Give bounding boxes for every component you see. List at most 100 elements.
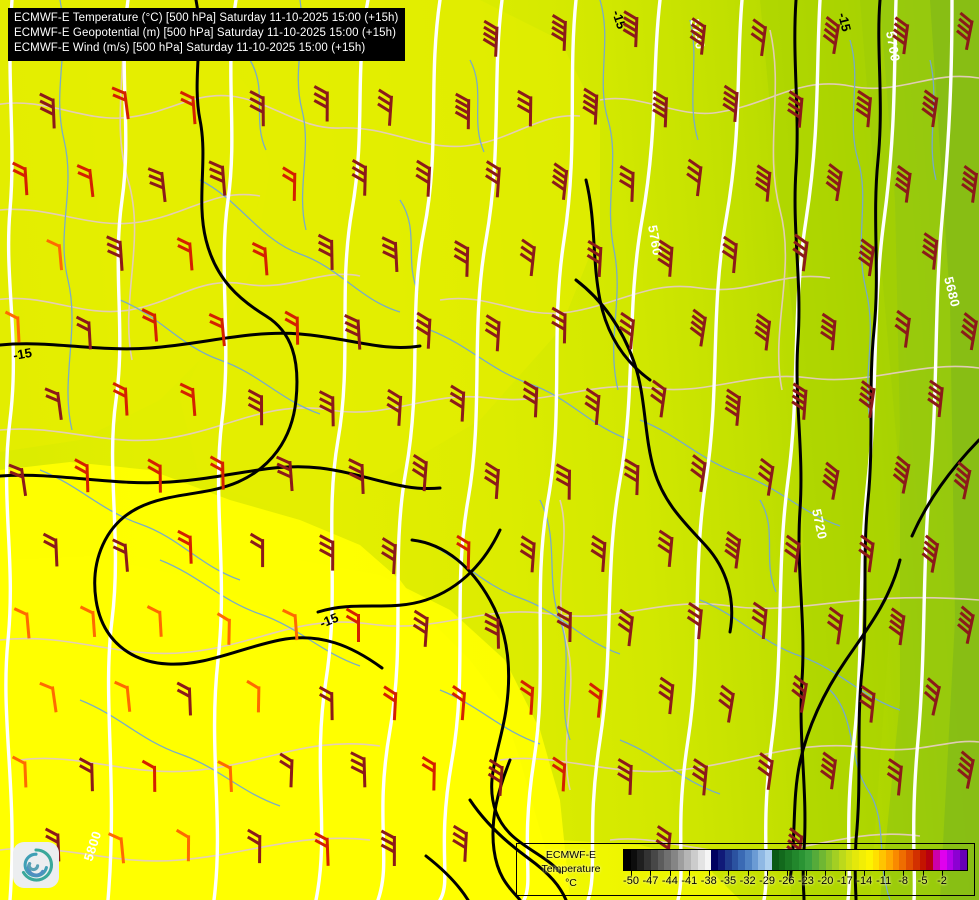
colorbar-swatch: [650, 850, 658, 870]
colorbar-swatch: [718, 850, 725, 870]
colorbar-swatch: [818, 850, 826, 870]
legend-caption-line-2: Temperature: [541, 863, 601, 876]
colorbar-tick: [942, 871, 943, 876]
colorbar-tick: [864, 871, 866, 876]
colorbar-swatch: [832, 850, 839, 870]
colorbar-swatch: [839, 850, 846, 870]
colorbar-swatch: [953, 850, 960, 870]
colorbar-tick-label: -5: [917, 875, 928, 887]
colorbar-tick: [728, 871, 730, 876]
colorbar-tick-label: -29: [759, 875, 776, 887]
colorbar-swatch: [919, 850, 927, 870]
colorbar-tick-label: -23: [797, 875, 814, 887]
colorbar-swatch: [704, 850, 712, 870]
colorbar-swatch: [697, 850, 705, 870]
colorbar-swatch: [677, 850, 685, 870]
spiral-logo[interactable]: [13, 842, 59, 888]
colorbar-tick-label: -17: [836, 875, 853, 887]
colorbar-swatch: [859, 850, 866, 870]
colorbar-swatch: [724, 850, 732, 870]
colorbar-swatch: [684, 850, 692, 870]
colorbar-swatch: [644, 850, 651, 870]
colorbar-swatch: [852, 850, 860, 870]
colorbar-tick: [631, 871, 632, 876]
colorbar-tick-label: -44: [661, 875, 678, 887]
temperature-colorbar-legend: ECMWF-E Temperature °C -50 -47 -44 -41 -38 -3…: [516, 843, 975, 896]
colorbar-tick-label: -47: [642, 875, 659, 887]
colorbar-swatch: [886, 850, 893, 870]
colorbar-swatch: [744, 850, 752, 870]
colorbar-swatch: [798, 850, 806, 870]
colorbar-swatch: [865, 850, 873, 870]
colorbar-tick-label: -8: [898, 875, 909, 887]
colorbar-ticks: [623, 871, 968, 877]
legend-caption: ECMWF-E Temperature °C: [523, 848, 619, 891]
contour-label-temp-west: -15: [12, 345, 33, 363]
colorbar-tick: [825, 871, 827, 876]
colorbar-tick-label: -41: [681, 875, 698, 887]
colorbar-swatch: [758, 850, 766, 870]
colorbar-swatch: [939, 850, 947, 870]
colorbar-swatch: [657, 850, 665, 870]
colorbar-tick: [650, 871, 652, 876]
colorbar-tick-label: -38: [700, 875, 717, 887]
colorbar-tick: [786, 871, 788, 876]
legend-caption-line-3: °C: [565, 877, 577, 890]
colorbar-tick: [747, 871, 749, 876]
colorbar-swatch: [691, 850, 698, 870]
colorbar-tick-label: -26: [778, 875, 795, 887]
colorbar-tick: [708, 871, 710, 876]
colorbar-tick-label: -14: [856, 875, 873, 887]
colorbar-swatch: [751, 850, 759, 870]
colorbar-swatch: [906, 850, 913, 870]
colorbar-swatch: [946, 850, 954, 870]
colorbar-swatch: [630, 850, 638, 870]
colorbar-swatch: [771, 850, 779, 870]
colorbar-tick-label: -50: [623, 875, 639, 887]
title-line-geopotential: ECMWF-E Geopotential (m) [500 hPa] Satur…: [14, 27, 397, 40]
colorbar-swatch: [812, 850, 819, 870]
contour-label-5680: 5680: [941, 275, 963, 309]
colorbar-swatch: [825, 850, 833, 870]
colorbar-tick: [805, 871, 807, 876]
geopotential-contours: [4, 0, 954, 900]
colorbar-swatch: [926, 850, 934, 870]
colorbar-swatch: [791, 850, 799, 870]
colorbar-swatch: [805, 850, 813, 870]
colorbar-swatch: [671, 850, 678, 870]
colorbar-tick-labels: -50 -47 -44 -41 -38 -35 -32 -29 -26 -23 -20 -17 -14-…: [623, 875, 968, 893]
contour-label-5720: 5720: [809, 508, 830, 541]
colorbar-swatch: [778, 850, 786, 870]
colorbar-swatch: [637, 850, 645, 870]
map-title-box: ECMWF-E Temperature (°C) [500 hPa] Satur…: [8, 8, 405, 61]
colorbar-tick: [669, 871, 671, 876]
colorbar-swatch: [872, 850, 880, 870]
spiral-logo-icon: [21, 848, 53, 882]
colorbar-swatch: [912, 850, 920, 870]
colorbar-tick-label: -20: [817, 875, 834, 887]
colorbar-swatch: [845, 850, 853, 870]
colorbar-tick: [689, 871, 691, 876]
contour-label-temp-center: -15: [318, 610, 341, 631]
contour-label-temp-northeast: -15: [835, 11, 854, 33]
colorbar-tick: [883, 871, 885, 876]
colorbar-tick: [903, 871, 905, 876]
colorbar-tick: [767, 871, 769, 876]
colorbar-tick: [844, 871, 846, 876]
colorbar-swatch: [664, 850, 672, 870]
colorbar-swatch: [738, 850, 745, 870]
colorbar-swatch: [765, 850, 772, 870]
colorbar-tick-label: -35: [720, 875, 737, 887]
colorbar-tick: [922, 871, 924, 876]
colorbar-swatch: [711, 850, 719, 870]
colorbar-tick-label: -11: [876, 875, 892, 887]
colorbar-swatch: [899, 850, 907, 870]
colorbar-swatch: [624, 850, 631, 870]
temperature-band-warm: [0, 462, 740, 900]
colorbar-swatch: [731, 850, 739, 870]
colorbar-swatches: [623, 849, 968, 871]
colorbar-swatch: [933, 850, 940, 870]
